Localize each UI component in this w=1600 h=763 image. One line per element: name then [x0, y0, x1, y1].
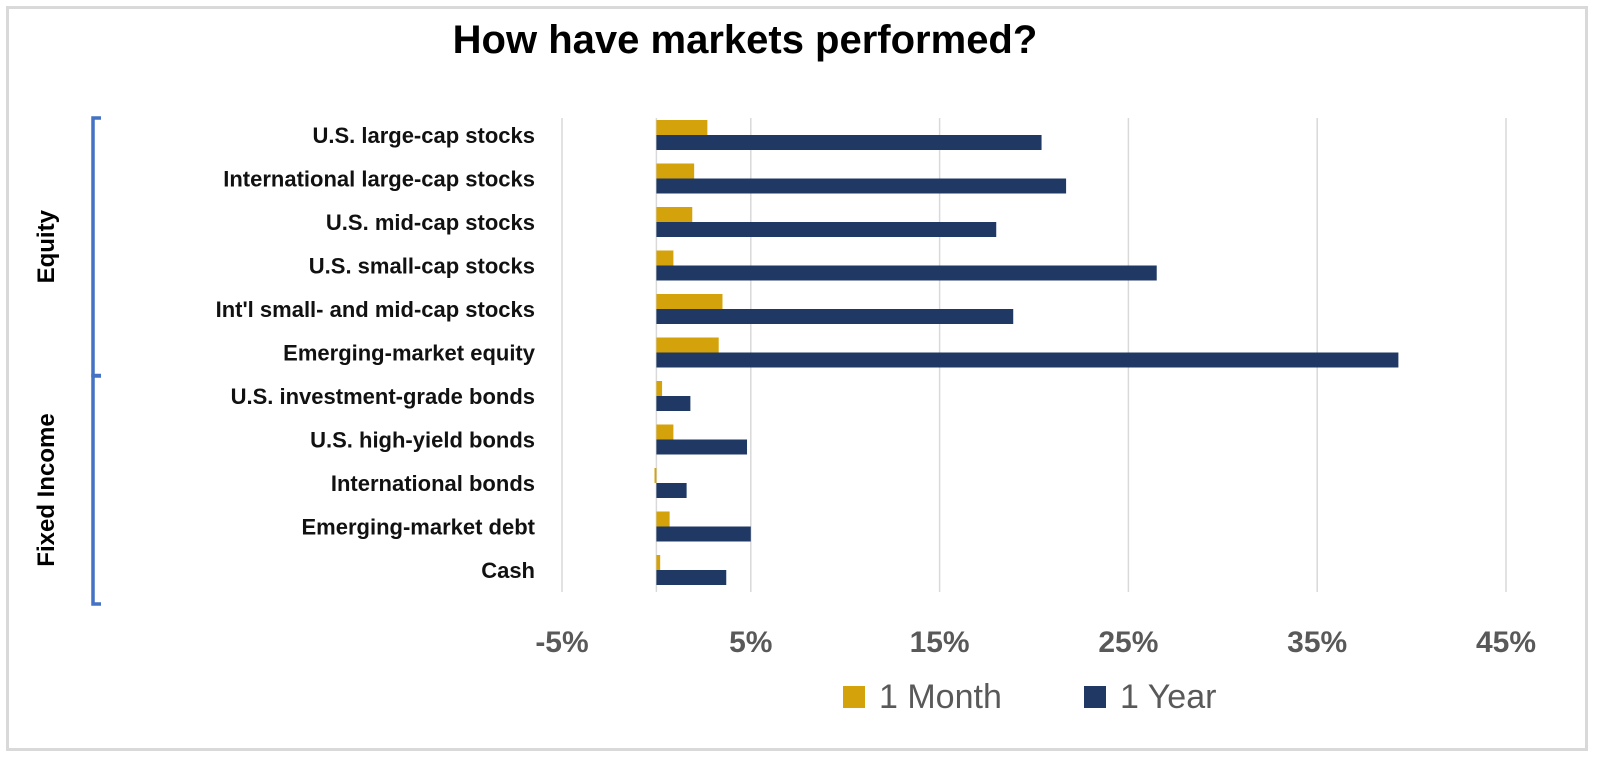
x-tick-label: 5%: [729, 626, 772, 659]
legend-swatch: [843, 686, 865, 708]
category-label: U.S. mid-cap stocks: [326, 210, 535, 235]
group-brackets: Equity Fixed Income: [33, 116, 101, 606]
category-label: International large-cap stocks: [223, 167, 535, 192]
bar-1-year: [656, 526, 751, 542]
bar-1-month: [656, 294, 723, 309]
legend: 1 Month 1 Year: [843, 678, 1216, 716]
bars: [654, 120, 1399, 585]
x-tick-label: 45%: [1476, 626, 1536, 659]
legend-swatch: [1084, 686, 1106, 708]
group-label: Equity: [33, 209, 60, 283]
legend-label: 1 Year: [1120, 678, 1216, 716]
category-labels: U.S. large-cap stocks International large…: [216, 123, 536, 583]
bar-1-month: [656, 511, 670, 527]
bar-1-year: [656, 222, 997, 237]
x-tick-label: -5%: [535, 626, 588, 659]
bar-1-year: [656, 265, 1157, 281]
category-label: U.S. small-cap stocks: [309, 254, 535, 279]
bar-1-year: [656, 178, 1067, 194]
bar-1-year: [656, 135, 1042, 150]
bar-1-year: [656, 483, 687, 498]
chart-frame: [6, 6, 1588, 751]
chart-title: How have markets performed?: [452, 18, 1038, 62]
bar-1-month: [654, 468, 657, 483]
bar-1-year: [656, 352, 1399, 368]
category-label: U.S. investment-grade bonds: [231, 384, 535, 409]
group-bracket: [91, 374, 101, 606]
bar-1-year: [656, 396, 691, 411]
bar-1-year: [656, 439, 748, 455]
x-tick-label: 35%: [1287, 626, 1347, 659]
bar-1-year: [656, 309, 1014, 324]
bar-1-month: [656, 337, 719, 353]
bar-1-year: [656, 570, 727, 585]
bar-1-month: [656, 163, 695, 179]
legend-label: 1 Month: [879, 678, 1002, 716]
bar-1-month: [656, 555, 661, 570]
x-axis-tick-labels: -5% 5% 15% 25% 35% 45%: [535, 626, 1536, 659]
category-label: U.S. high-yield bonds: [310, 428, 535, 453]
x-tick-label: 15%: [910, 626, 970, 659]
group-label: Fixed Income: [33, 413, 60, 566]
bar-1-month: [656, 424, 674, 440]
category-label: Emerging-market equity: [283, 341, 536, 366]
group-bracket: [91, 116, 101, 378]
category-label: U.S. large-cap stocks: [312, 123, 535, 148]
x-tick-label: 25%: [1098, 626, 1158, 659]
bar-1-month: [656, 250, 674, 266]
bar-1-month: [656, 120, 708, 135]
category-label: International bonds: [331, 471, 535, 496]
category-label: Int'l small- and mid-cap stocks: [216, 297, 535, 322]
bar-1-month: [656, 207, 693, 222]
bar-1-month: [656, 381, 663, 396]
category-label: Emerging-market debt: [302, 515, 536, 540]
category-label: Cash: [481, 558, 535, 583]
